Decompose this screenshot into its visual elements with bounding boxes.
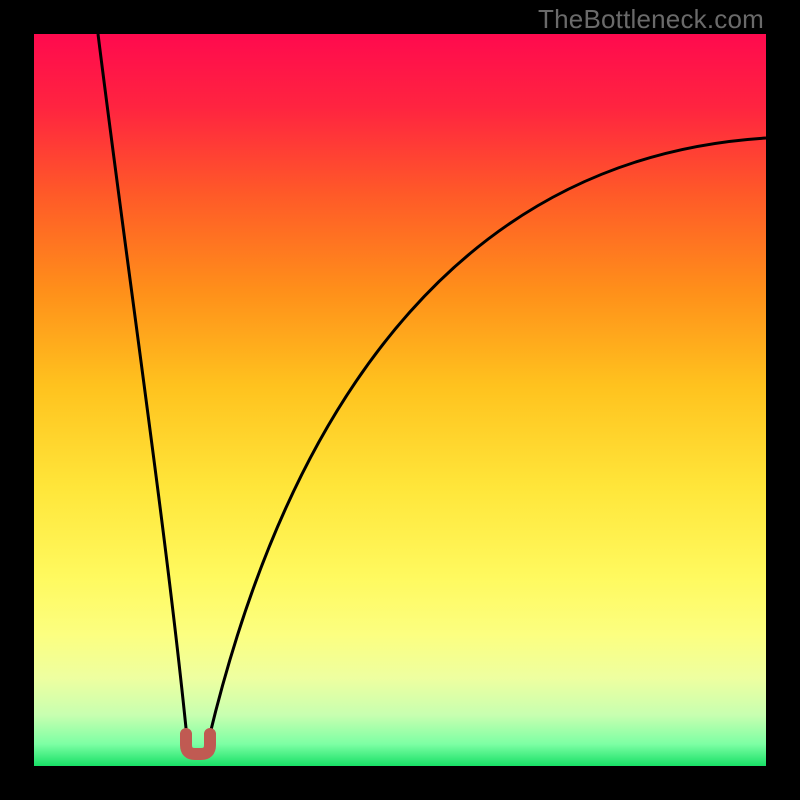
curve-layer <box>34 34 766 766</box>
curve-right-branch <box>209 138 766 738</box>
watermark-text: TheBottleneck.com <box>538 4 764 35</box>
curve-left-branch <box>98 34 187 738</box>
dip-bump-marker <box>186 734 210 754</box>
plot-area <box>34 34 766 766</box>
